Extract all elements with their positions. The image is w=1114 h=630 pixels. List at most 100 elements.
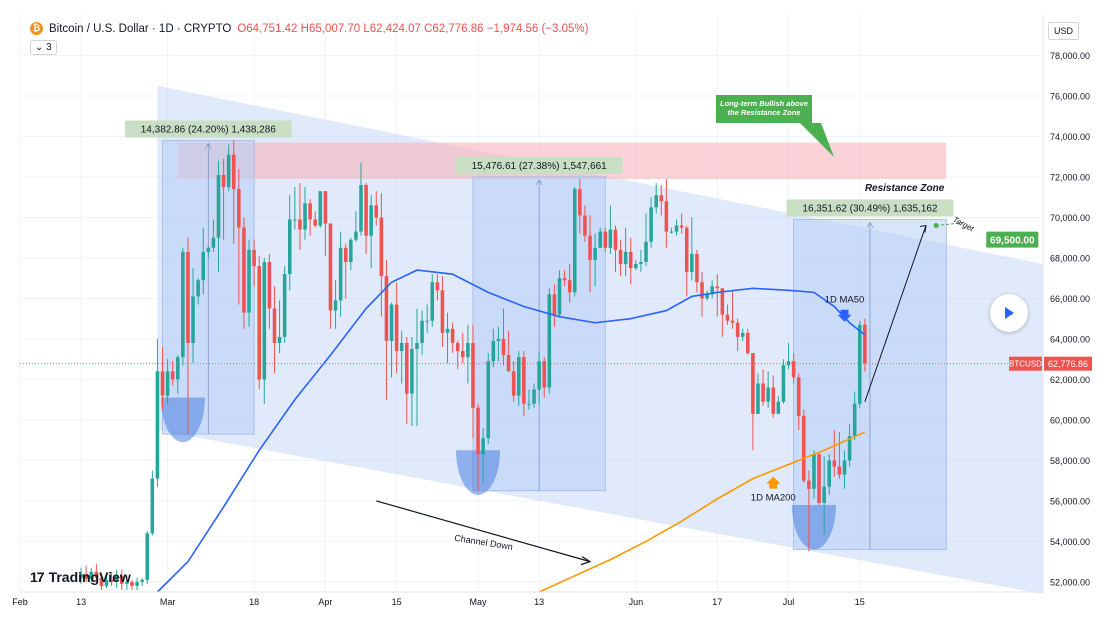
candle-body [618, 249, 623, 265]
candle-body [802, 415, 806, 481]
candle-body [140, 579, 144, 582]
target-label: 69,500.00 [990, 236, 1035, 247]
candle-body [191, 296, 195, 343]
candle-body [308, 203, 312, 220]
candle-body [130, 581, 134, 586]
candle-body [196, 280, 200, 297]
candle-body [613, 229, 618, 250]
x-tick-label: 13 [76, 597, 86, 607]
candle-body [756, 383, 760, 414]
candle-body [175, 357, 180, 380]
bottom-zone [791, 504, 836, 550]
candles [79, 140, 867, 590]
candle-body [79, 573, 83, 578]
candle-body [852, 403, 857, 437]
resistance-zone-label: Resistance Zone [865, 183, 945, 194]
candle-body [628, 251, 633, 269]
candle-body [786, 361, 791, 366]
candle-body [506, 355, 511, 372]
candle-body [690, 253, 694, 273]
candle-body [450, 328, 455, 343]
candle-body [318, 191, 323, 226]
y-tick-label: 64,000.00 [1050, 334, 1090, 344]
candle-body [669, 231, 674, 233]
candle-body [781, 365, 786, 402]
candle-body [94, 571, 99, 578]
candle-body [588, 235, 592, 260]
candle-body [684, 227, 689, 273]
candle-body [379, 217, 384, 277]
candle-body [242, 227, 246, 313]
y-tick-label: 52,000.00 [1050, 577, 1090, 587]
y-tick-label: 74,000.00 [1050, 132, 1090, 142]
candle-body [832, 460, 837, 467]
candle-body [542, 361, 547, 388]
ma200-arrow-icon [766, 476, 781, 489]
candle-body [298, 219, 302, 230]
candle-body [267, 261, 272, 309]
range-label-box [124, 120, 292, 138]
candle-body [287, 219, 292, 275]
candle-body [476, 407, 480, 455]
candle-body [705, 294, 709, 299]
candle-body [369, 205, 373, 236]
candle-body [837, 466, 842, 475]
x-tick-label: May [470, 597, 488, 607]
candle-body [557, 278, 562, 315]
y-tick-label: 76,000.00 [1050, 91, 1090, 101]
ma50-arrow-icon [837, 309, 852, 322]
candle-body [644, 241, 648, 262]
currency-label[interactable]: USD [1048, 22, 1080, 40]
candle-body [552, 294, 557, 315]
high-value: H65,007.70 [300, 22, 361, 35]
candle-body [822, 486, 826, 503]
ma200-line [538, 431, 866, 593]
ma50-label: 1D MA50 [825, 295, 865, 306]
tradingview-mark-icon: 17 [30, 569, 45, 585]
candle-body [394, 304, 399, 352]
range-label-box [786, 199, 954, 217]
candle-body [216, 174, 221, 238]
candle-body [634, 264, 638, 269]
candle-body [532, 389, 536, 404]
candle-body [598, 231, 602, 248]
candle-body [471, 342, 475, 408]
candle-body [206, 247, 211, 252]
range-label: 15,476.61 (27.38%) 1,547,661 [472, 161, 608, 172]
y-tick-label: 58,000.00 [1050, 456, 1090, 466]
replay-play-button[interactable] [990, 294, 1028, 332]
candle-body [527, 403, 531, 405]
symbol-header: ₿ Bitcoin / U.S. Dollar · 1D · CRYPTO O6… [30, 22, 588, 35]
ma200-label: 1D MA200 [751, 493, 796, 504]
candle-body [435, 282, 440, 291]
candle-body [567, 280, 572, 293]
y-tick-label: 62,000.00 [1050, 375, 1090, 385]
candle-body [389, 304, 394, 341]
candle-body [272, 308, 277, 343]
candle-body [746, 332, 750, 354]
candle-body [771, 387, 776, 414]
candle-body [359, 185, 363, 232]
candle-body [715, 286, 720, 289]
candle-body [135, 581, 139, 586]
candle-body [420, 320, 424, 343]
candle-body [328, 223, 333, 311]
candle-body [583, 215, 587, 236]
range-label: 14,382.86 (24.20%) 1,438,286 [141, 125, 277, 136]
candle-body [725, 314, 730, 321]
x-tick-label: 15 [392, 597, 402, 607]
projection-line [864, 225, 927, 402]
annotations: Resistance Zone 14,382.86 (24.20%) 1,438,… [124, 95, 1039, 566]
candle-body [710, 286, 714, 295]
candle-body [603, 231, 608, 248]
candle-body [201, 251, 206, 281]
x-tick-label: 13 [534, 597, 544, 607]
x-tick-label: Jul [783, 597, 795, 607]
y-tick-label: 66,000.00 [1050, 294, 1090, 304]
candle-body [659, 195, 664, 202]
indicators-toggle[interactable]: ⌄ 3 [30, 40, 57, 55]
candle-body [807, 480, 811, 489]
symbol-title[interactable]: Bitcoin / U.S. Dollar · 1D · CRYPTO [49, 22, 232, 35]
